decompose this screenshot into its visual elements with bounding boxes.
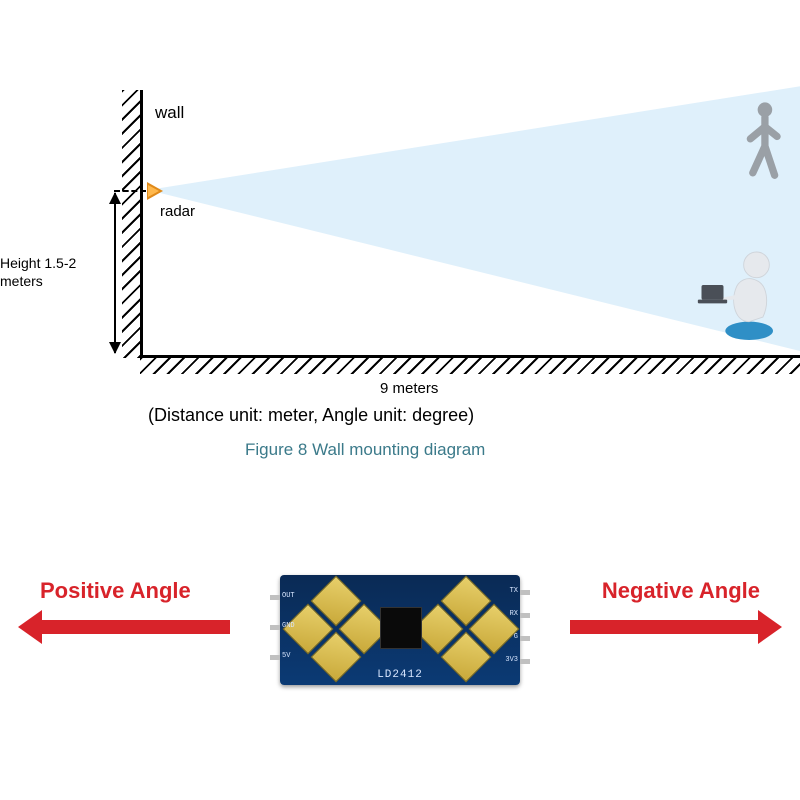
sitting-person-icon <box>685 225 795 345</box>
angle-orientation-panel: Positive Angle Negative Angle OUT GND 5V <box>0 560 800 760</box>
wall-label: wall <box>155 103 184 123</box>
pcb-pin <box>270 625 280 630</box>
pcb-pin-label: RX <box>510 610 518 618</box>
wall-mounting-diagram: wall radar Height 1.5-2 meters 9 meters <box>100 85 800 375</box>
radar-icon <box>147 182 163 200</box>
negative-angle-label: Negative Angle <box>602 578 760 604</box>
pcb-pin <box>520 636 530 641</box>
antenna-pad-left <box>294 587 376 669</box>
radar-label: radar <box>160 203 195 220</box>
negative-angle-arrow <box>570 620 760 634</box>
pcb-pin-label: 5V <box>282 652 290 660</box>
height-label: Height 1.5-2 meters <box>0 255 110 290</box>
floor-distance-label: 9 meters <box>380 380 438 397</box>
pcb-pin <box>520 590 530 595</box>
height-dimension-arrow <box>114 193 116 353</box>
pcb-board: OUT GND 5V TX RX G 3V3 LD2412 <box>280 575 520 685</box>
pcb-pin <box>520 613 530 618</box>
wall-hatch-vertical <box>122 90 143 358</box>
pcb-silkscreen: LD2412 <box>280 669 520 681</box>
units-caption: (Distance unit: meter, Angle unit: degre… <box>148 405 474 426</box>
floor-hatch-horizontal <box>140 355 800 374</box>
pcb-pin-label: OUT <box>282 592 295 600</box>
height-dimension-dash <box>114 190 146 192</box>
positive-angle-arrow <box>40 620 230 634</box>
pcb-pin-label: GND <box>282 622 295 630</box>
pcb-pin <box>270 595 280 600</box>
pcb-pin <box>520 659 530 664</box>
walking-person-icon <box>735 100 790 185</box>
antenna-pad-right <box>424 587 506 669</box>
pcb-pin-label: G <box>514 633 518 641</box>
pcb-pin <box>270 655 280 660</box>
pcb-pin-label: TX <box>510 587 518 595</box>
pcb-chip <box>380 607 422 649</box>
figure-caption: Figure 8 Wall mounting diagram <box>245 440 485 460</box>
positive-angle-label: Positive Angle <box>40 578 191 604</box>
pcb-pin-label: 3V3 <box>505 656 518 664</box>
